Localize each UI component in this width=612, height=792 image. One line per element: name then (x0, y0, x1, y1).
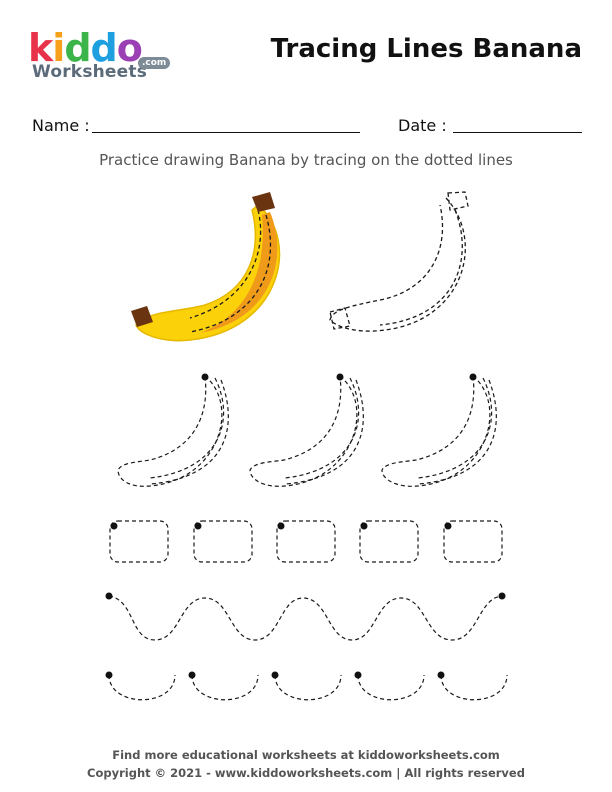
logo-domain-badge: .com (138, 57, 171, 69)
start-dot (469, 373, 477, 381)
logo-letter: k (28, 26, 53, 70)
date-field[interactable] (453, 132, 582, 133)
banana-tracing-large (329, 191, 469, 332)
instructions-text: Practice drawing Banana by tracing on th… (99, 151, 513, 169)
rounded-rect-start-dots (110, 522, 452, 530)
start-dot (105, 592, 113, 600)
footer-copyright: Copyright © 2021 - www.kiddoworksheets.c… (87, 766, 525, 780)
name-label: Name : (32, 116, 90, 135)
banana-tracing-small-1 (117, 375, 229, 487)
footer-promo: Find more educational worksheets at kidd… (112, 748, 500, 762)
banana-color-image (131, 192, 281, 342)
wave-tracing-line (108, 595, 503, 641)
logo-letter: d (90, 26, 118, 70)
name-field[interactable] (92, 132, 360, 133)
u-curve-tracing-row (108, 674, 508, 701)
logo-subtitle: Worksheets (32, 62, 148, 82)
u-curve-start-dots (105, 671, 445, 679)
date-label: Date : (398, 116, 447, 135)
banana-tracing-small-3 (381, 375, 497, 487)
start-dot (336, 373, 344, 381)
kiddo-logo: kiddo Worksheets .com (28, 28, 178, 88)
page-title: Tracing Lines Banana (270, 34, 582, 64)
logo-letter: d (64, 26, 91, 70)
rounded-rect-tracing-row (109, 520, 503, 563)
banana-tracing-small-2 (249, 375, 364, 487)
logo-letter: i (52, 26, 65, 70)
start-dot (201, 373, 209, 381)
end-dot (498, 592, 506, 600)
